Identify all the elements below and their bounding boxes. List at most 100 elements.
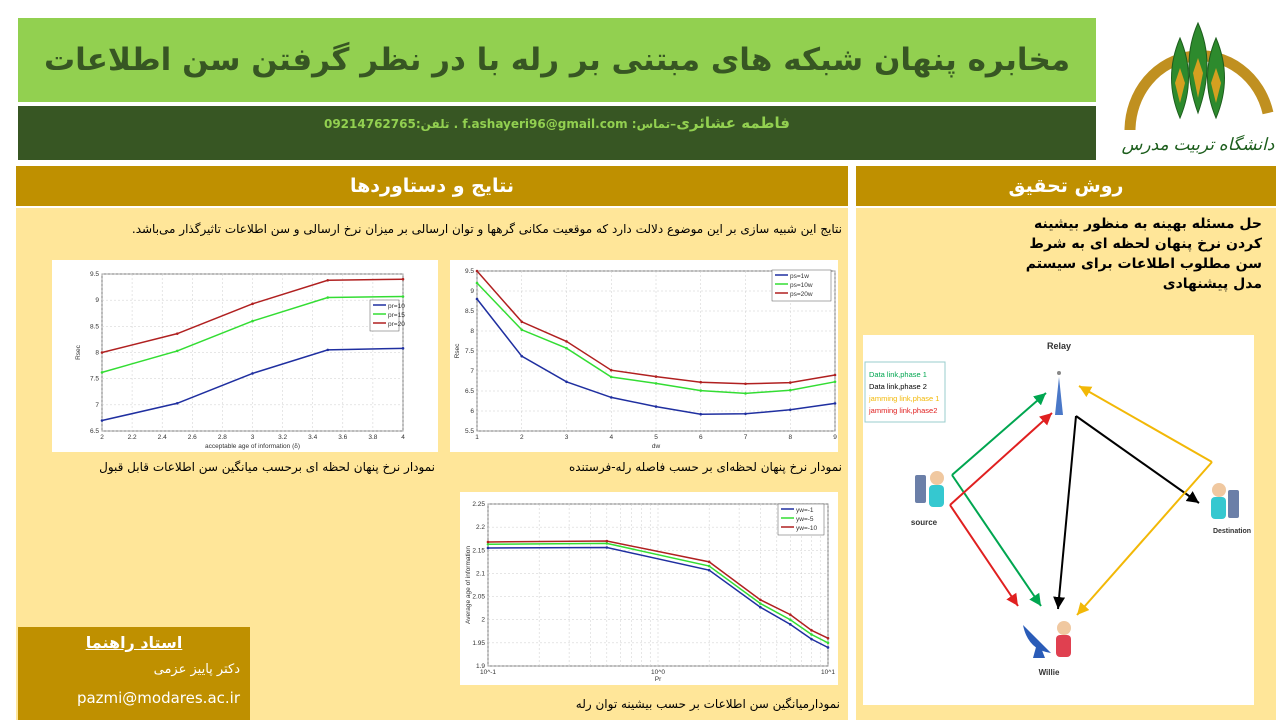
y-tick-label: 7 [470,368,474,375]
x-tick-label: 10^0 [651,669,665,676]
jamming-link-phase2-willie [949,504,1019,607]
data-point [475,269,479,273]
data-point [609,396,613,399]
data-point [100,351,104,354]
data-point [810,629,813,632]
y-axis-label: Rsec [75,344,82,360]
caption-chart-3: نمودارمیانگین سن اطلاعات بر حسب بیشینه ت… [575,697,840,711]
x-tick-label: 4 [401,434,405,441]
results-intro: نتایج این شبیه سازی بر این موضوع دلالت د… [131,222,842,236]
advisor-heading: استاد راهنما [85,633,183,652]
x-tick-label: 5 [654,434,658,441]
results-heading: نتایج و دستاوردها [16,166,848,206]
data-point [654,382,658,385]
source-user-icon [915,471,944,507]
data-point [565,346,568,350]
data-point [251,372,254,375]
advisor-email: pazmi@modares.ac.ir [76,689,240,707]
x-tick-label: 10^1 [821,669,835,676]
diagram-legend [864,361,946,423]
data-point [810,633,813,636]
y-tick-label: 7 [95,402,99,409]
x-tick-label: 4 [609,434,613,441]
author-phone: 09214762765 [323,117,416,131]
title-bar: مخابره پنهان شبکه های مبتنی بر رله با در… [18,18,1096,102]
data-point [826,641,830,645]
diagram-legend-entry: Data link,phase 2 [869,382,927,391]
y-tick-label: 2.15 [472,547,485,554]
x-tick-label: 2.2 [128,434,137,441]
x-tick-label: 3.8 [368,434,377,441]
x-tick-label: 6 [699,434,703,441]
data-point [699,389,703,392]
y-tick-label: 8 [470,328,474,335]
y-tick-label: 2.05 [472,594,485,601]
data-point [100,371,104,374]
legend-entry: yw=-1 [796,507,814,514]
data-link-phase1-willie [951,474,1042,607]
data-point [401,347,405,350]
data-point [475,297,479,301]
data-point [788,613,792,616]
data-point [833,373,837,377]
data-point [605,539,609,543]
relay-tower-icon [1055,371,1063,415]
caption-chart-2: نمودار نرخ پنهان لحظه‌ای بر حسب فاصله رل… [568,460,842,474]
legend-entry: ps=1w [790,273,809,280]
node-label-willie: Willie [1039,668,1060,677]
author-name: فاطمه عشائری [676,114,790,132]
data-point [486,546,490,550]
legend-entry: pr=10 [388,303,405,310]
legend-entry: pr=15 [388,312,405,319]
y-tick-label: 1.95 [472,640,485,647]
y-tick-label: 2.2 [476,524,485,531]
legend-box [771,269,832,302]
data-point [759,605,762,609]
data-point [520,328,524,332]
y-axis-label: Average age of information [465,546,472,624]
x-tick-label: 3.4 [308,434,317,441]
chart-age-vs-power: 10^-1 10^0 10^1 1.9 1.95 2 2.05 2.1 2.15 2.2 2.25 P… [460,492,838,685]
destination-user-icon [1211,483,1239,519]
author-bar: فاطمه عشائری–تماس: f.ashayeri96@gmail.co… [18,106,1096,160]
y-tick-label: 9 [470,288,474,295]
y-tick-label: 2.25 [472,501,485,508]
legend-entry: pr=20 [388,321,405,328]
legend-entry: ps=10w [790,282,813,289]
data-point [699,380,703,384]
phone-label: . تلفن: [415,117,463,131]
data-point [475,281,479,285]
y-tick-label: 2.1 [476,570,485,577]
data-point [609,368,613,372]
data-point [565,380,568,384]
x-tick-label: 7 [744,434,748,441]
chart-rate-vs-age: 2 2.2 2.4 2.6 2.8 3 3.2 3.4 3.6 3.8 4 6.5 7 7.5 8 8.5 9 9… [52,260,438,452]
data-point [251,302,254,306]
method-heading: روش تحقیق [856,166,1276,206]
contact-label: –تماس: [631,117,677,131]
advisor-name: دکتر پاییز عزمی [153,662,240,677]
author-email: f.ashayeri96@gmail.com [462,117,628,131]
willie-eavesdropper-icon [1023,621,1071,658]
data-point [326,296,330,299]
system-model-diagram: Data link,phase 1 Data link,phase 2 jammin… [863,335,1254,705]
x-axis-label: dw [652,443,661,450]
diagram-legend-entry: jamming link,phase2 [868,406,937,415]
data-point [788,618,792,622]
data-point [810,637,813,641]
y-tick-label: 2 [481,617,485,624]
data-point [826,646,830,649]
data-point [699,412,703,416]
node-label-destination: Destination [1213,528,1251,535]
data-point [520,320,524,324]
advisor-box: استاد راهنما دکتر پاییز عزمی pazmi@modar… [18,627,250,720]
y-tick-label: 6.5 [90,428,99,435]
y-tick-label: 9.5 [90,271,99,278]
data-point [788,388,792,392]
y-tick-label: 6 [470,408,474,415]
data-point [788,623,792,626]
data-point [175,401,179,405]
data-point [175,332,179,335]
data-point [486,540,490,544]
data-point [759,602,762,605]
